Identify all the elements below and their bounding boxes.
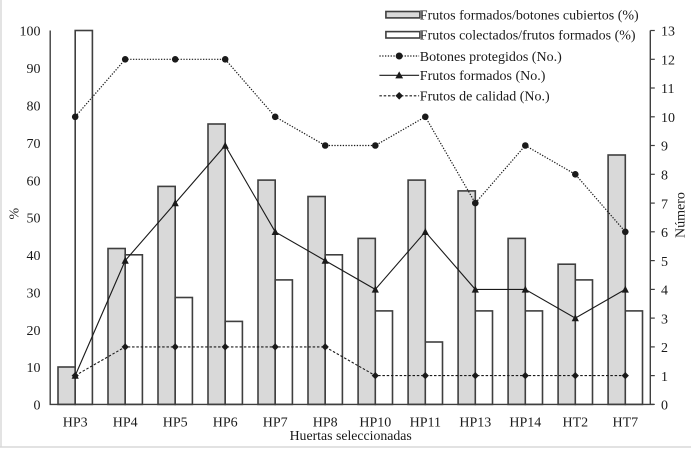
svg-text:%: % [8, 207, 23, 219]
svg-text:9: 9 [661, 140, 668, 155]
svg-text:Frutos formados/botones cubier: Frutos formados/botones cubiertos (%) [420, 9, 639, 24]
svg-text:7: 7 [661, 197, 668, 212]
svg-text:0: 0 [34, 399, 41, 414]
svg-text:HT7: HT7 [612, 416, 638, 431]
svg-text:HP3: HP3 [63, 416, 88, 431]
svg-text:Número: Número [674, 192, 689, 238]
svg-text:60: 60 [27, 174, 41, 189]
svg-text:5: 5 [661, 255, 668, 270]
svg-text:100: 100 [20, 25, 41, 40]
svg-text:HP7: HP7 [263, 416, 288, 431]
svg-text:40: 40 [27, 249, 41, 264]
svg-text:HP13: HP13 [459, 416, 491, 431]
svg-text:10: 10 [661, 111, 675, 126]
svg-text:30: 30 [27, 286, 41, 301]
svg-text:HP6: HP6 [213, 416, 238, 431]
svg-text:HP4: HP4 [113, 416, 138, 431]
svg-text:1: 1 [661, 370, 668, 385]
svg-text:Frutos colectados/frutos forma: Frutos colectados/frutos formados (%) [420, 29, 636, 44]
svg-text:20: 20 [27, 324, 41, 339]
svg-text:80: 80 [27, 100, 41, 115]
svg-text:10: 10 [27, 361, 41, 376]
svg-text:Botones protegidos (No.): Botones protegidos (No.) [420, 50, 562, 65]
svg-text:13: 13 [661, 25, 675, 40]
svg-text:90: 90 [27, 62, 41, 77]
svg-text:70: 70 [27, 137, 41, 152]
svg-text:Huertas seleccionadas: Huertas seleccionadas [290, 428, 412, 443]
svg-text:3: 3 [661, 312, 668, 327]
svg-text:HP11: HP11 [410, 416, 441, 431]
svg-text:4: 4 [661, 284, 668, 299]
svg-text:8: 8 [661, 169, 668, 184]
svg-text:0: 0 [661, 399, 668, 414]
svg-text:HT2: HT2 [562, 416, 588, 431]
svg-text:2: 2 [661, 341, 668, 356]
svg-text:Frutos formados (No.): Frutos formados (No.) [420, 69, 546, 84]
svg-text:HP10: HP10 [359, 416, 391, 431]
svg-text:12: 12 [661, 54, 675, 69]
svg-text:HP14: HP14 [509, 416, 541, 431]
svg-text:50: 50 [27, 212, 41, 227]
svg-text:HP8: HP8 [313, 416, 338, 431]
svg-text:Frutos de calidad (No.): Frutos de calidad (No.) [420, 90, 550, 105]
svg-text:11: 11 [661, 82, 674, 97]
svg-text:HP5: HP5 [163, 416, 188, 431]
svg-text:6: 6 [661, 226, 668, 241]
